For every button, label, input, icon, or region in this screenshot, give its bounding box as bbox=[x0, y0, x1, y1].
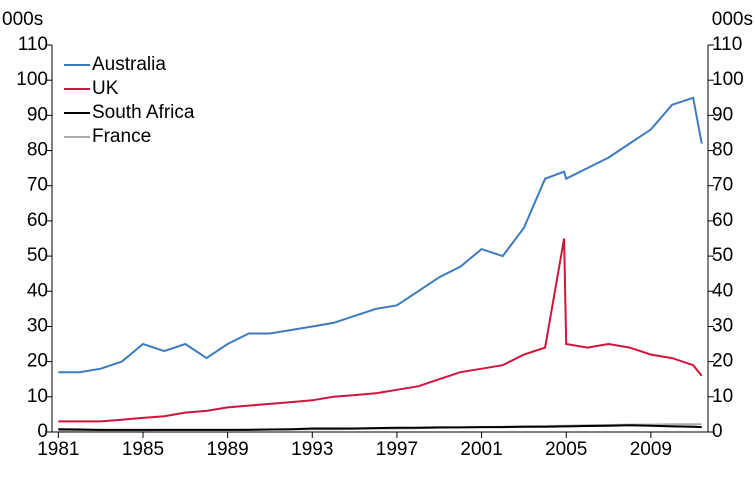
y2-tick-label: 70 bbox=[712, 175, 733, 196]
y-tick-label: 70 bbox=[27, 175, 48, 196]
y2-tick-label: 110 bbox=[712, 34, 742, 55]
x-tick-label: 1985 bbox=[122, 439, 164, 460]
y-tick-label: 60 bbox=[27, 210, 48, 231]
y2-tick-label: 90 bbox=[712, 104, 733, 125]
y-tick-label: 0 bbox=[37, 421, 48, 442]
y-tick-label: 30 bbox=[27, 315, 48, 336]
y2-axis-label: 000s bbox=[712, 9, 753, 30]
x-tick-label: 1989 bbox=[206, 439, 248, 460]
y-tick-label: 40 bbox=[27, 280, 48, 301]
x-tick-label: 1981 bbox=[37, 439, 79, 460]
legend-label: UK bbox=[92, 78, 119, 99]
x-tick-label: 1997 bbox=[376, 439, 418, 460]
y-tick-label: 50 bbox=[27, 245, 48, 266]
y-tick-label: 100 bbox=[16, 69, 48, 90]
legend-label: France bbox=[92, 126, 151, 147]
y-tick-label: 110 bbox=[18, 34, 48, 55]
legend-label: South Africa bbox=[92, 102, 195, 123]
x-tick-label: 1993 bbox=[291, 439, 333, 460]
y-tick-label: 80 bbox=[27, 140, 48, 161]
line-series bbox=[58, 96, 703, 374]
y-tick-label: 10 bbox=[27, 386, 48, 407]
y2-tick-label: 100 bbox=[712, 69, 744, 90]
x-tick-label: 2005 bbox=[545, 439, 587, 460]
y-tick-label: 90 bbox=[27, 104, 48, 125]
y2-tick-label: 0 bbox=[712, 421, 723, 442]
x-tick-label: 2001 bbox=[460, 439, 502, 460]
y2-tick-label: 50 bbox=[712, 245, 733, 266]
y2-tick-label: 10 bbox=[712, 386, 733, 407]
y2-tick-label: 40 bbox=[712, 280, 733, 301]
y-tick-label: 20 bbox=[27, 351, 48, 372]
y2-tick-label: 30 bbox=[712, 315, 733, 336]
line-series bbox=[58, 424, 702, 431]
legend-label: Australia bbox=[92, 54, 166, 75]
y-axis-label: 000s bbox=[2, 9, 43, 30]
y2-tick-label: 80 bbox=[712, 140, 733, 161]
y2-tick-label: 60 bbox=[712, 210, 733, 231]
line-series bbox=[58, 238, 703, 423]
y2-tick-label: 20 bbox=[712, 351, 733, 372]
x-tick-label: 2009 bbox=[630, 439, 672, 460]
